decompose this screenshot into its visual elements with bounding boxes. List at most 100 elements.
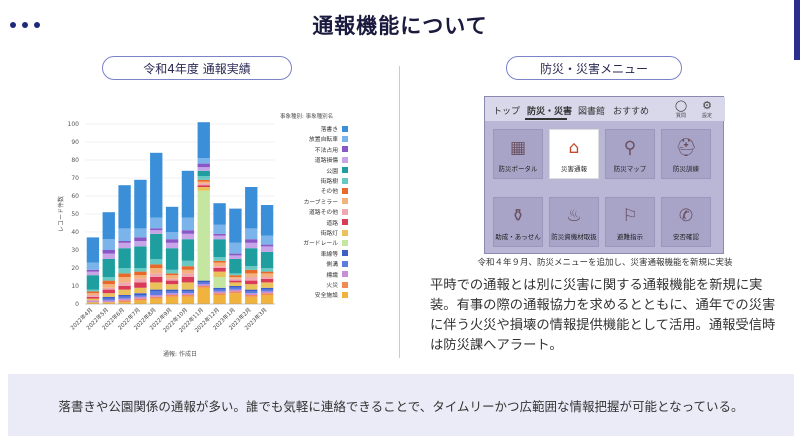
legend-label: 側溝	[326, 262, 338, 269]
bar-segment	[197, 176, 210, 180]
bar-segment	[213, 266, 226, 268]
tab-top[interactable]: トップ	[493, 107, 521, 117]
bar-segment	[181, 239, 195, 261]
bar-segment	[245, 187, 258, 229]
bar-segment	[134, 287, 147, 294]
legend-item: ガードレール	[303, 238, 348, 247]
bar-segment	[150, 228, 163, 231]
bar-segment	[150, 289, 163, 292]
tab-toshokan[interactable]: 図書館	[578, 107, 606, 117]
bar-segment	[86, 302, 100, 304]
bar-segment	[260, 289, 274, 292]
tab-osusume[interactable]: おすすめ	[613, 107, 650, 117]
legend-swatch	[342, 198, 348, 205]
bar-segment	[229, 278, 242, 281]
bar-segment	[181, 217, 195, 231]
bar-segment	[181, 282, 195, 290]
y-tick-label: 80	[71, 157, 79, 164]
tile-shizai[interactable]: ♨ 防災資機材取扱	[549, 197, 599, 247]
bar-segment	[165, 206, 179, 232]
menu-dots	[10, 22, 40, 28]
legend-item: 街路樹	[321, 176, 348, 185]
bar-segment	[118, 296, 131, 299]
bar-segment	[102, 284, 115, 288]
bar-segment	[197, 190, 210, 281]
bar-segment	[213, 262, 226, 267]
saigai-tsuho-icon: ⌂	[568, 138, 580, 158]
tile-bousai-portal[interactable]: ▦ 防災ポータル	[493, 129, 543, 179]
bar-segment	[181, 291, 195, 294]
legend-swatch	[342, 208, 348, 215]
bar-segment	[134, 295, 147, 297]
bar-segment	[165, 275, 179, 279]
bar-segment	[245, 296, 258, 304]
bar-segment	[229, 259, 242, 274]
bar-segment	[213, 233, 226, 236]
bar-segment	[86, 300, 100, 303]
gear-icon[interactable]: ⚙ 設定	[701, 99, 712, 120]
tile-label: 防災資機材取扱	[551, 233, 597, 241]
bar-segment	[229, 277, 242, 279]
bar-segment	[102, 293, 115, 297]
bar-segment	[102, 250, 115, 254]
bousai-kunren-icon: ⛑	[675, 138, 697, 158]
bar-segment	[181, 293, 195, 295]
legend-label: カーブミラー	[303, 199, 338, 206]
bar-segment	[165, 269, 179, 274]
tab-bousai[interactable]: 防災・災害	[527, 107, 573, 117]
bar-segment	[150, 295, 163, 297]
tile-anpi[interactable]: ✆ 安否確認	[661, 197, 711, 247]
bar-segment	[229, 289, 242, 292]
y-axis-label: レコード件数	[57, 196, 65, 232]
bar-segment	[86, 269, 100, 272]
tile-hinan[interactable]: ⚐ 避難指示	[605, 197, 655, 247]
bar-segment	[134, 268, 147, 272]
bar-segment	[197, 286, 210, 288]
bar-segment	[150, 273, 163, 277]
bar-segment	[181, 230, 195, 234]
bar-segment	[197, 158, 210, 164]
chat-icon[interactable]: ◯ 質問	[674, 99, 688, 120]
y-tick-label: 50	[71, 211, 79, 218]
bar-segment	[102, 287, 115, 290]
tile-saigai-tsuho[interactable]: ⌂ 災害通報	[549, 129, 599, 179]
bar-segment	[86, 293, 100, 295]
bar-segment	[102, 253, 115, 259]
bar-segment	[181, 233, 195, 240]
bar-segment	[165, 293, 179, 295]
bar-segment	[260, 251, 274, 268]
bar-segment	[118, 273, 131, 277]
bar-segment	[118, 242, 131, 249]
bar-segment	[229, 208, 242, 243]
bar-segment	[229, 293, 242, 304]
bar-segment	[181, 269, 195, 274]
y-tick-label: 0	[75, 301, 79, 308]
legend-swatch	[342, 125, 348, 132]
bar-segment	[150, 296, 163, 299]
legend-swatch	[342, 156, 348, 163]
tile-josei[interactable]: ⚱ 助成・あっせん	[493, 197, 543, 247]
bar-segment	[86, 237, 100, 263]
bar-segment	[102, 289, 115, 294]
shizai-icon: ♨	[566, 206, 582, 226]
bar-segment	[150, 298, 163, 304]
tile-bousai-kunren[interactable]: ⛑ 防災訓練	[661, 129, 711, 179]
bar-segment	[86, 271, 100, 276]
legend-item: 標識	[326, 270, 348, 279]
legend-label: 道路損傷	[314, 158, 338, 165]
tile-bousai-map[interactable]: ⚲ 防災マップ	[605, 129, 655, 179]
bar-segment	[102, 239, 115, 250]
bar-segment	[86, 291, 100, 294]
bar-segment	[260, 246, 274, 252]
bar-segment	[86, 295, 100, 297]
bar-segment	[118, 268, 131, 274]
legend-title: 事象種別: 事象種別名	[280, 114, 334, 120]
bar-segment	[165, 232, 179, 240]
bar-segment	[245, 273, 258, 277]
bar-segment	[229, 291, 242, 294]
bar-segment	[118, 298, 131, 301]
legend-swatch	[342, 187, 348, 194]
bar-segment	[181, 296, 195, 304]
bar-segment	[213, 277, 226, 288]
bar-segment	[229, 280, 242, 283]
